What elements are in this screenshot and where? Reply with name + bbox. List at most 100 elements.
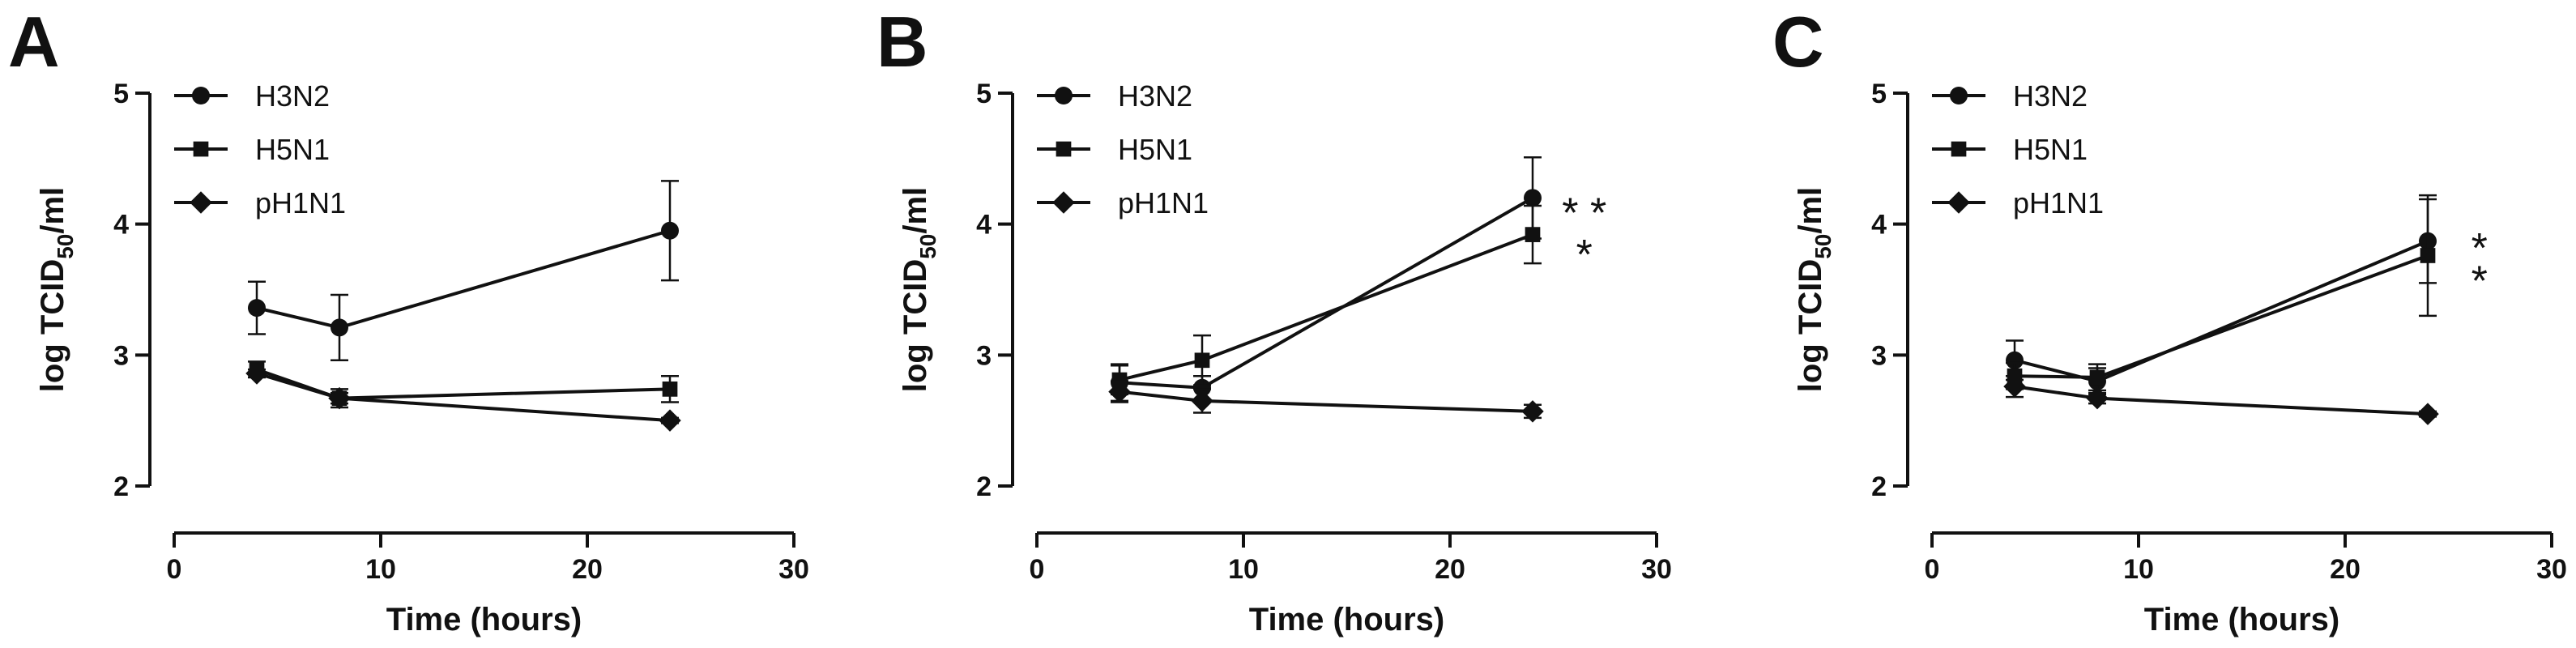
data-point <box>248 299 266 318</box>
x-axis-title: Time (hours) <box>386 602 582 637</box>
significance-marker: * * <box>1562 190 1606 237</box>
legend-label: pH1N1 <box>2013 186 2104 220</box>
legend-entry-h5n1: H5N1 <box>1932 133 2088 166</box>
y-axis-title-subscript: 50 <box>53 234 78 259</box>
legend-entry-ph1n1: pH1N1 <box>174 186 346 220</box>
data-point <box>1108 380 1131 403</box>
series-line <box>2014 254 2429 379</box>
x-tick-label: 10 <box>2123 554 2154 585</box>
panel-letter: C <box>1772 2 1824 82</box>
significance-marker: * <box>1576 232 1593 279</box>
data-point <box>1521 400 1544 423</box>
x-tick-label: 20 <box>1435 554 1465 585</box>
x-axis-title: Time (hours) <box>1249 602 1445 637</box>
y-axis-title-suffix: /ml <box>898 187 933 234</box>
series-line <box>256 368 671 400</box>
data-point <box>1525 227 1541 242</box>
y-axis-title-subscript: 50 <box>1810 234 1836 259</box>
series-h5n1 <box>1111 204 1542 396</box>
data-point <box>328 386 351 410</box>
series-ph1n1 <box>245 362 681 432</box>
y-tick-label: 4 <box>113 210 129 241</box>
legend-label: H3N2 <box>1118 79 1192 113</box>
data-point <box>1194 352 1210 369</box>
y-axis-title-prefix: log TCID <box>35 259 70 392</box>
data-point <box>1193 378 1211 397</box>
legend-marker <box>190 191 212 214</box>
y-axis-title: log TCID50/ml <box>35 187 78 392</box>
y-tick-label: 5 <box>113 79 129 109</box>
legend-entry-ph1n1: pH1N1 <box>1932 186 2104 220</box>
data-point <box>245 362 268 385</box>
data-point <box>1524 189 1542 207</box>
y-axis-title: log TCID50/ml <box>1793 187 1836 392</box>
data-point <box>2420 248 2436 263</box>
panel-letter: A <box>8 2 60 82</box>
y-tick-label: 2 <box>1871 471 1887 502</box>
y-tick-label: 4 <box>976 210 992 241</box>
legend-marker <box>1947 191 1970 214</box>
y-axis-title-suffix: /ml <box>1793 187 1828 234</box>
x-tick-label: 20 <box>572 554 603 585</box>
significance-marker: * <box>2472 258 2488 305</box>
data-point <box>1111 372 1128 388</box>
series-h5n1 <box>248 360 679 409</box>
x-axis-title: Time (hours) <box>2144 602 2340 637</box>
y-tick-label: 3 <box>113 340 129 371</box>
legend-entry-h3n2: H3N2 <box>174 79 330 113</box>
legend-label: pH1N1 <box>255 186 346 220</box>
x-tick-label: 30 <box>2536 554 2567 585</box>
legend-label: H3N2 <box>2013 79 2088 113</box>
data-point <box>2089 369 2105 386</box>
legend-marker <box>1951 141 1967 157</box>
legend-entry-h3n2: H3N2 <box>1932 79 2088 113</box>
data-point <box>661 221 679 240</box>
y-axis-title-prefix: log TCID <box>1793 259 1828 392</box>
y-axis-title-prefix: log TCID <box>898 259 933 392</box>
significance-marker: * <box>2472 225 2488 272</box>
legend-label: H5N1 <box>1118 133 1192 166</box>
legend-marker <box>1950 87 1968 104</box>
series-line <box>2014 385 2429 416</box>
x-tick-label: 0 <box>167 554 182 585</box>
data-point <box>659 409 681 432</box>
y-tick-label: 3 <box>1871 340 1887 371</box>
series-line <box>256 372 671 423</box>
x-tick-label: 10 <box>365 554 396 585</box>
series-line <box>1119 232 1533 382</box>
series-line <box>1119 390 1533 413</box>
panel-letter: B <box>876 2 928 82</box>
y-tick-label: 3 <box>976 340 992 371</box>
y-axis-title-subscript: 50 <box>915 234 940 259</box>
y-tick-label: 4 <box>1871 210 1887 241</box>
data-point <box>2086 386 2109 410</box>
series-h3n2 <box>248 180 679 362</box>
legend-marker <box>1052 191 1075 214</box>
series-ph1n1 <box>1108 380 1544 423</box>
x-tick-label: 0 <box>1925 554 1940 585</box>
legend-entry-h5n1: H5N1 <box>1037 133 1192 166</box>
y-axis-title: log TCID50/ml <box>898 187 940 392</box>
y-tick-label: 5 <box>976 79 992 109</box>
legend-label: H5N1 <box>255 133 330 166</box>
legend-label: H5N1 <box>2013 133 2088 166</box>
legend-marker <box>1056 141 1072 157</box>
y-axis-title-suffix: /ml <box>35 187 70 234</box>
legend-entry-h5n1: H5N1 <box>174 133 330 166</box>
series-line <box>2014 239 2429 383</box>
series-h3n2 <box>2006 198 2437 396</box>
data-point <box>662 382 678 397</box>
y-tick-label: 2 <box>113 471 129 502</box>
data-point <box>1191 390 1213 412</box>
x-tick-label: 10 <box>1228 554 1259 585</box>
legend-label: H3N2 <box>255 79 330 113</box>
legend-entry-ph1n1: pH1N1 <box>1037 186 1209 220</box>
legend-marker <box>1055 87 1073 104</box>
x-tick-label: 0 <box>1030 554 1045 585</box>
legend-marker <box>193 141 209 157</box>
legend-entry-h3n2: H3N2 <box>1037 79 1192 113</box>
